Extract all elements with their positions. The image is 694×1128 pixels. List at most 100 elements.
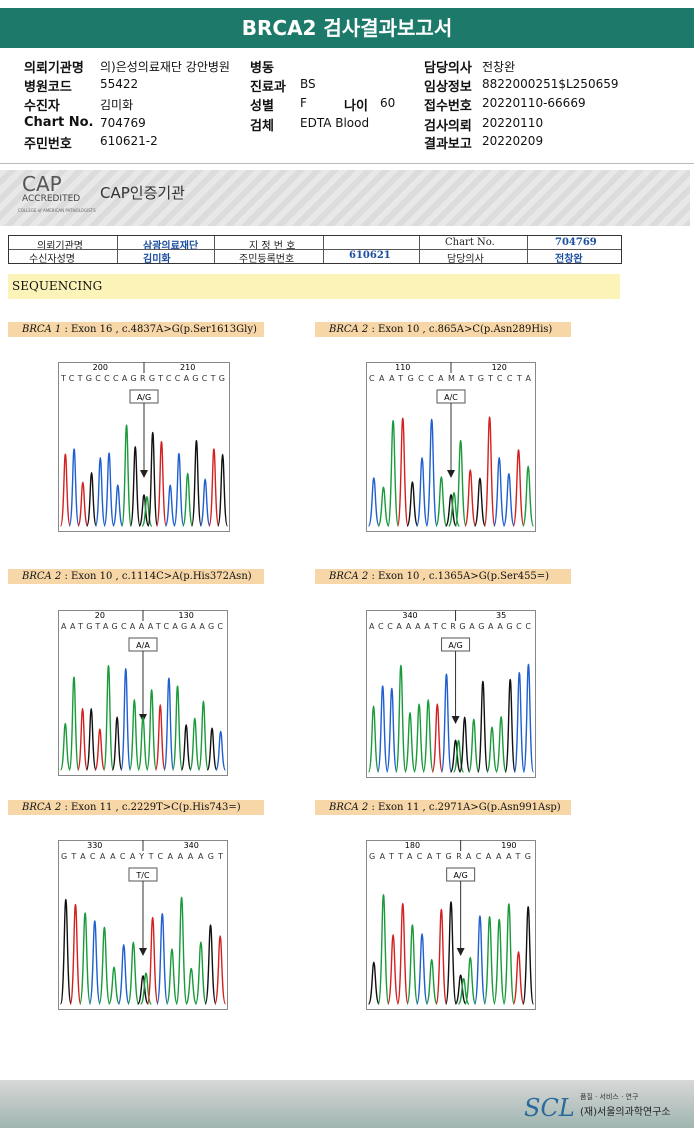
peak <box>464 956 477 1005</box>
panel-label: BRCA 2 : Exon 10 , c.865A>C(p.Asn289His) <box>315 322 571 337</box>
peak <box>464 469 477 527</box>
peak <box>435 908 448 1005</box>
position: 35 <box>496 611 506 620</box>
peak <box>98 926 111 1005</box>
peak <box>112 484 124 527</box>
peak <box>190 439 202 527</box>
info-value: 8822000251$L250659 <box>482 77 619 91</box>
call: A/G <box>453 871 467 880</box>
peak <box>512 449 525 527</box>
peak <box>217 453 229 527</box>
gene: BRCA 2 <box>22 802 62 813</box>
table-cell: 전창완 <box>555 254 583 265</box>
table-cell: 704769 <box>555 237 597 248</box>
peak <box>111 716 123 771</box>
info-label: 나이 <box>344 99 368 114</box>
gene: BRCA 2 <box>329 324 369 335</box>
panel-label: BRCA 2 : Exon 10 , c.1365A>G(p.Ser455=) <box>315 569 571 584</box>
info-value: BS <box>300 77 316 91</box>
peak <box>68 448 80 527</box>
peak <box>121 424 133 527</box>
peak <box>103 664 114 771</box>
peak <box>486 726 498 773</box>
peak <box>404 711 416 773</box>
peak <box>513 671 526 773</box>
gene: BRCA 1 <box>22 324 62 335</box>
table-rule <box>214 236 215 263</box>
peak <box>129 446 141 527</box>
info-value: 의)은성의료재단 강안병원 <box>100 60 230 74</box>
info-label: 병원코드 <box>24 80 72 95</box>
chromatogram: 20 130 AATGTAGCAAATCAGAAGC A/A <box>58 610 228 776</box>
peak <box>69 903 82 1005</box>
peak <box>194 941 207 1005</box>
peak <box>458 716 471 773</box>
call: A/C <box>444 393 458 402</box>
divider <box>0 163 694 164</box>
chromatogram: 110 120 CAATGCCAMATGTCCTA A/C <box>366 362 536 532</box>
chromatogram: 340 35 ACCAAAATCRGAGAAGCC A/G <box>366 610 536 778</box>
peak <box>77 707 89 771</box>
footer-tagline: 품질 · 서비스 · 연구 <box>580 1093 639 1101</box>
info-label: 임상정보 <box>424 80 472 95</box>
table-cell: 수신자성명 <box>29 254 75 265</box>
peak <box>189 717 201 771</box>
cap-accredited: ACCREDITED <box>22 194 81 204</box>
footer: SCL 품질 · 서비스 · 연구 (재)서울의과학연구소 <box>0 1080 694 1128</box>
peak <box>473 477 486 527</box>
panel-label: BRCA 2 : Exon 11 , c.2229T>C(p.His743=) <box>8 800 264 815</box>
info-value: 전창완 <box>482 60 516 74</box>
peak <box>522 465 535 527</box>
peak <box>413 703 425 773</box>
sequence: TCTGCCCAGRGTCCAGCTG <box>60 374 225 383</box>
peak <box>396 417 409 527</box>
peak <box>440 673 453 773</box>
position: 190 <box>501 841 516 850</box>
sequence: GTACAACAYTCAAAAGT <box>61 852 223 861</box>
peak <box>94 457 106 527</box>
variant: : Exon 10 , c.1365A>G(p.Ser455=) <box>368 571 550 582</box>
arrowhead <box>451 716 460 724</box>
table-cell: Chart No. <box>445 237 495 248</box>
peak <box>94 728 106 771</box>
info-label: 진료과 <box>250 80 286 95</box>
peak <box>502 903 515 1005</box>
call: A/A <box>136 641 150 650</box>
info-value: 60 <box>380 96 396 110</box>
peak <box>367 961 380 1005</box>
info-value: 20220110-66669 <box>482 96 586 110</box>
table-rule <box>527 236 528 263</box>
peak <box>204 924 217 1005</box>
peak <box>175 896 188 1005</box>
peak <box>495 716 507 773</box>
gene: BRCA 2 <box>329 802 369 813</box>
peak <box>387 419 400 527</box>
peak <box>377 894 390 1005</box>
peak <box>449 739 462 773</box>
peak <box>504 678 516 773</box>
info-value: 20220110 <box>482 116 544 130</box>
table-cell: 김미화 <box>143 254 171 265</box>
info-value: EDTA Blood <box>300 116 370 130</box>
peak <box>387 934 400 1005</box>
info-label: 주민번호 <box>24 137 72 152</box>
peak <box>377 486 390 527</box>
panel-label: BRCA 1 : Exon 16 , c.4837A>G(p.Ser1613Gl… <box>8 322 264 337</box>
peak <box>386 687 398 773</box>
cap-college: COLLEGE of AMERICAN PATHOLOGISTS <box>18 208 96 213</box>
sequence: AATGTAGCAAATCAGAAGC <box>61 622 223 631</box>
peak <box>172 685 183 771</box>
peak <box>146 689 158 771</box>
position: 340 <box>184 841 199 850</box>
position: 200 <box>93 363 108 372</box>
position: 20 <box>95 611 105 620</box>
cap-banner: CAP ACCREDITED COLLEGE of AMERICAN PATHO… <box>0 170 690 226</box>
table-rule <box>323 236 324 263</box>
peak <box>59 453 71 527</box>
peak <box>512 951 525 1005</box>
peak <box>120 667 132 771</box>
peak <box>146 916 159 1005</box>
peak <box>454 439 467 527</box>
sequence: ACCAAAATCRGAGAAGCC <box>369 622 531 631</box>
